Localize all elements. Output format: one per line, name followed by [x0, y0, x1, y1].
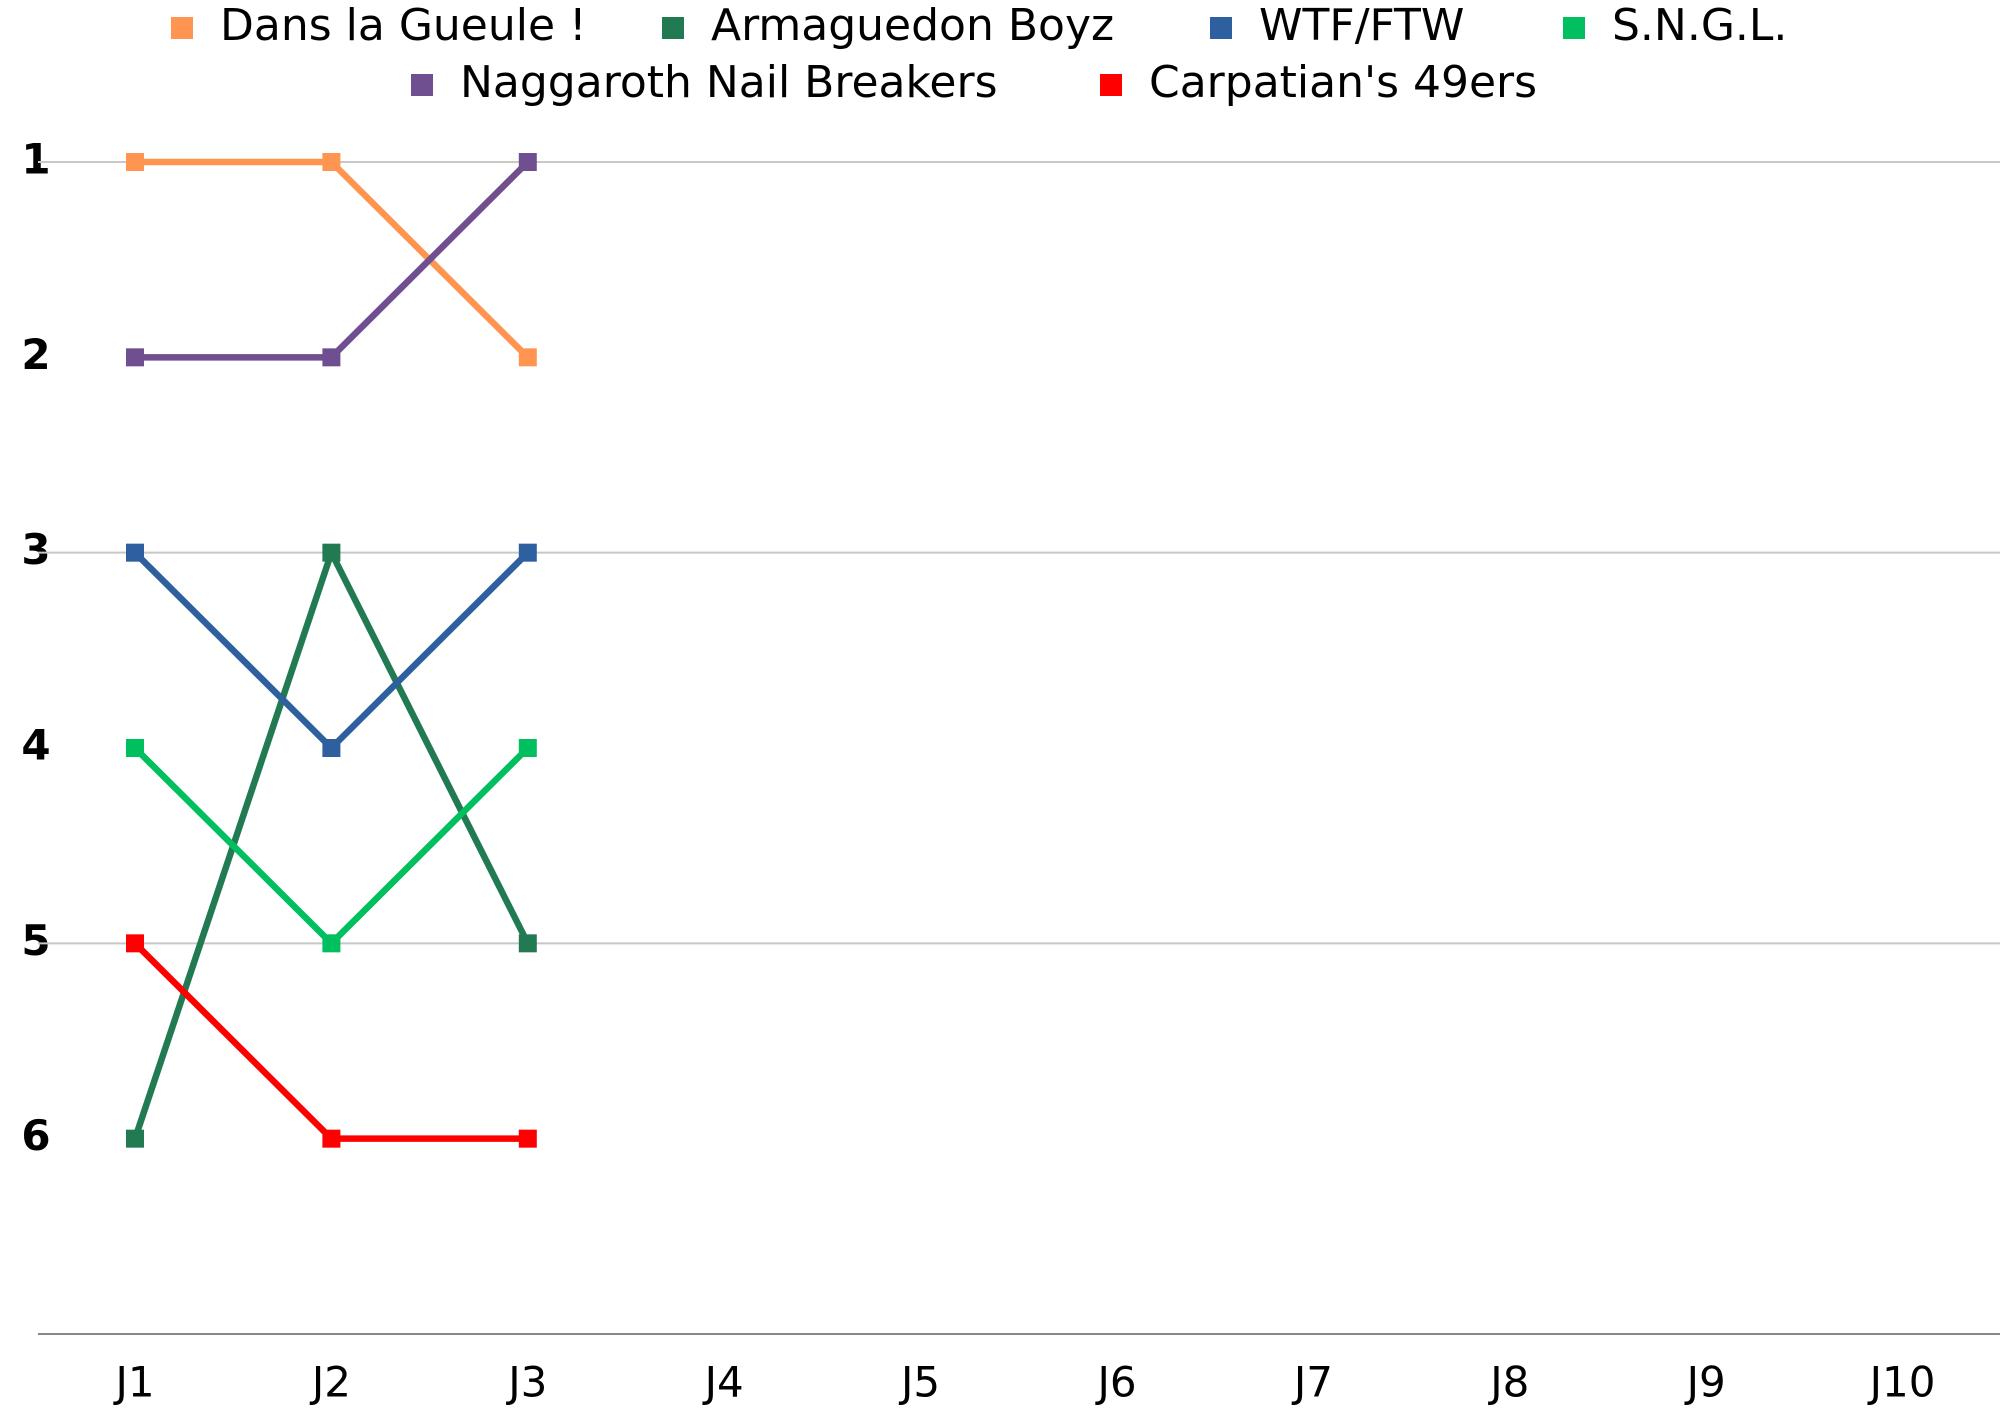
y-tick-label: 2	[21, 330, 50, 379]
y-tick-label: 1	[21, 135, 50, 184]
point-marker	[322, 348, 341, 367]
legend-swatch	[171, 17, 193, 39]
point-marker	[322, 543, 341, 562]
x-tick-label: J6	[1094, 1358, 1136, 1407]
series-line	[132, 550, 531, 752]
legend-label: S.N.G.L.	[1612, 0, 1787, 51]
y-tick-label: 6	[21, 1111, 50, 1160]
legend-label: Armaguedon Boyz	[711, 0, 1114, 51]
legend-swatch	[662, 17, 684, 39]
point-marker	[322, 739, 341, 757]
y-tick-label: 3	[21, 525, 50, 574]
legend-swatch	[1100, 74, 1122, 96]
point-marker	[322, 934, 341, 953]
point-marker	[126, 934, 144, 953]
x-tick-label: J5	[898, 1358, 940, 1407]
x-tick-label: J9	[1684, 1358, 1726, 1407]
y-tick-label: 5	[21, 916, 50, 965]
point-marker	[518, 934, 537, 953]
point-marker	[126, 739, 144, 757]
series-line	[135, 159, 531, 361]
x-tick-label: J2	[309, 1358, 351, 1407]
x-tick-label: J3	[505, 1358, 547, 1407]
point-marker	[322, 153, 341, 171]
series-line	[135, 158, 531, 360]
point-marker	[126, 1129, 144, 1148]
point-marker	[518, 543, 537, 562]
point-marker	[322, 1129, 341, 1148]
legend-label: Carpatian's 49ers	[1149, 57, 1537, 108]
point-marker	[126, 153, 144, 171]
legend-label: Naggaroth Nail Breakers	[460, 57, 998, 108]
legend-swatch	[411, 74, 433, 96]
point-marker	[518, 739, 537, 757]
legend-label: WTF/FTW	[1259, 0, 1464, 51]
point-marker	[126, 543, 144, 562]
x-tick-label: J8	[1487, 1358, 1529, 1407]
point-marker	[518, 153, 537, 171]
x-tick-label: J1	[112, 1358, 154, 1407]
y-tick-label: 4	[21, 721, 50, 770]
x-tick-label: J4	[702, 1358, 744, 1407]
x-tick-label: J10	[1867, 1358, 1936, 1407]
legend-label: Dans la Gueule !	[220, 0, 587, 51]
legend-swatch	[1210, 17, 1232, 39]
series-line	[131, 549, 531, 1140]
series-line	[132, 745, 531, 947]
x-tick-label: J7	[1291, 1358, 1333, 1407]
legend-swatch	[1563, 17, 1585, 39]
point-marker	[518, 1129, 537, 1148]
point-marker	[518, 348, 537, 367]
point-marker	[126, 348, 144, 367]
